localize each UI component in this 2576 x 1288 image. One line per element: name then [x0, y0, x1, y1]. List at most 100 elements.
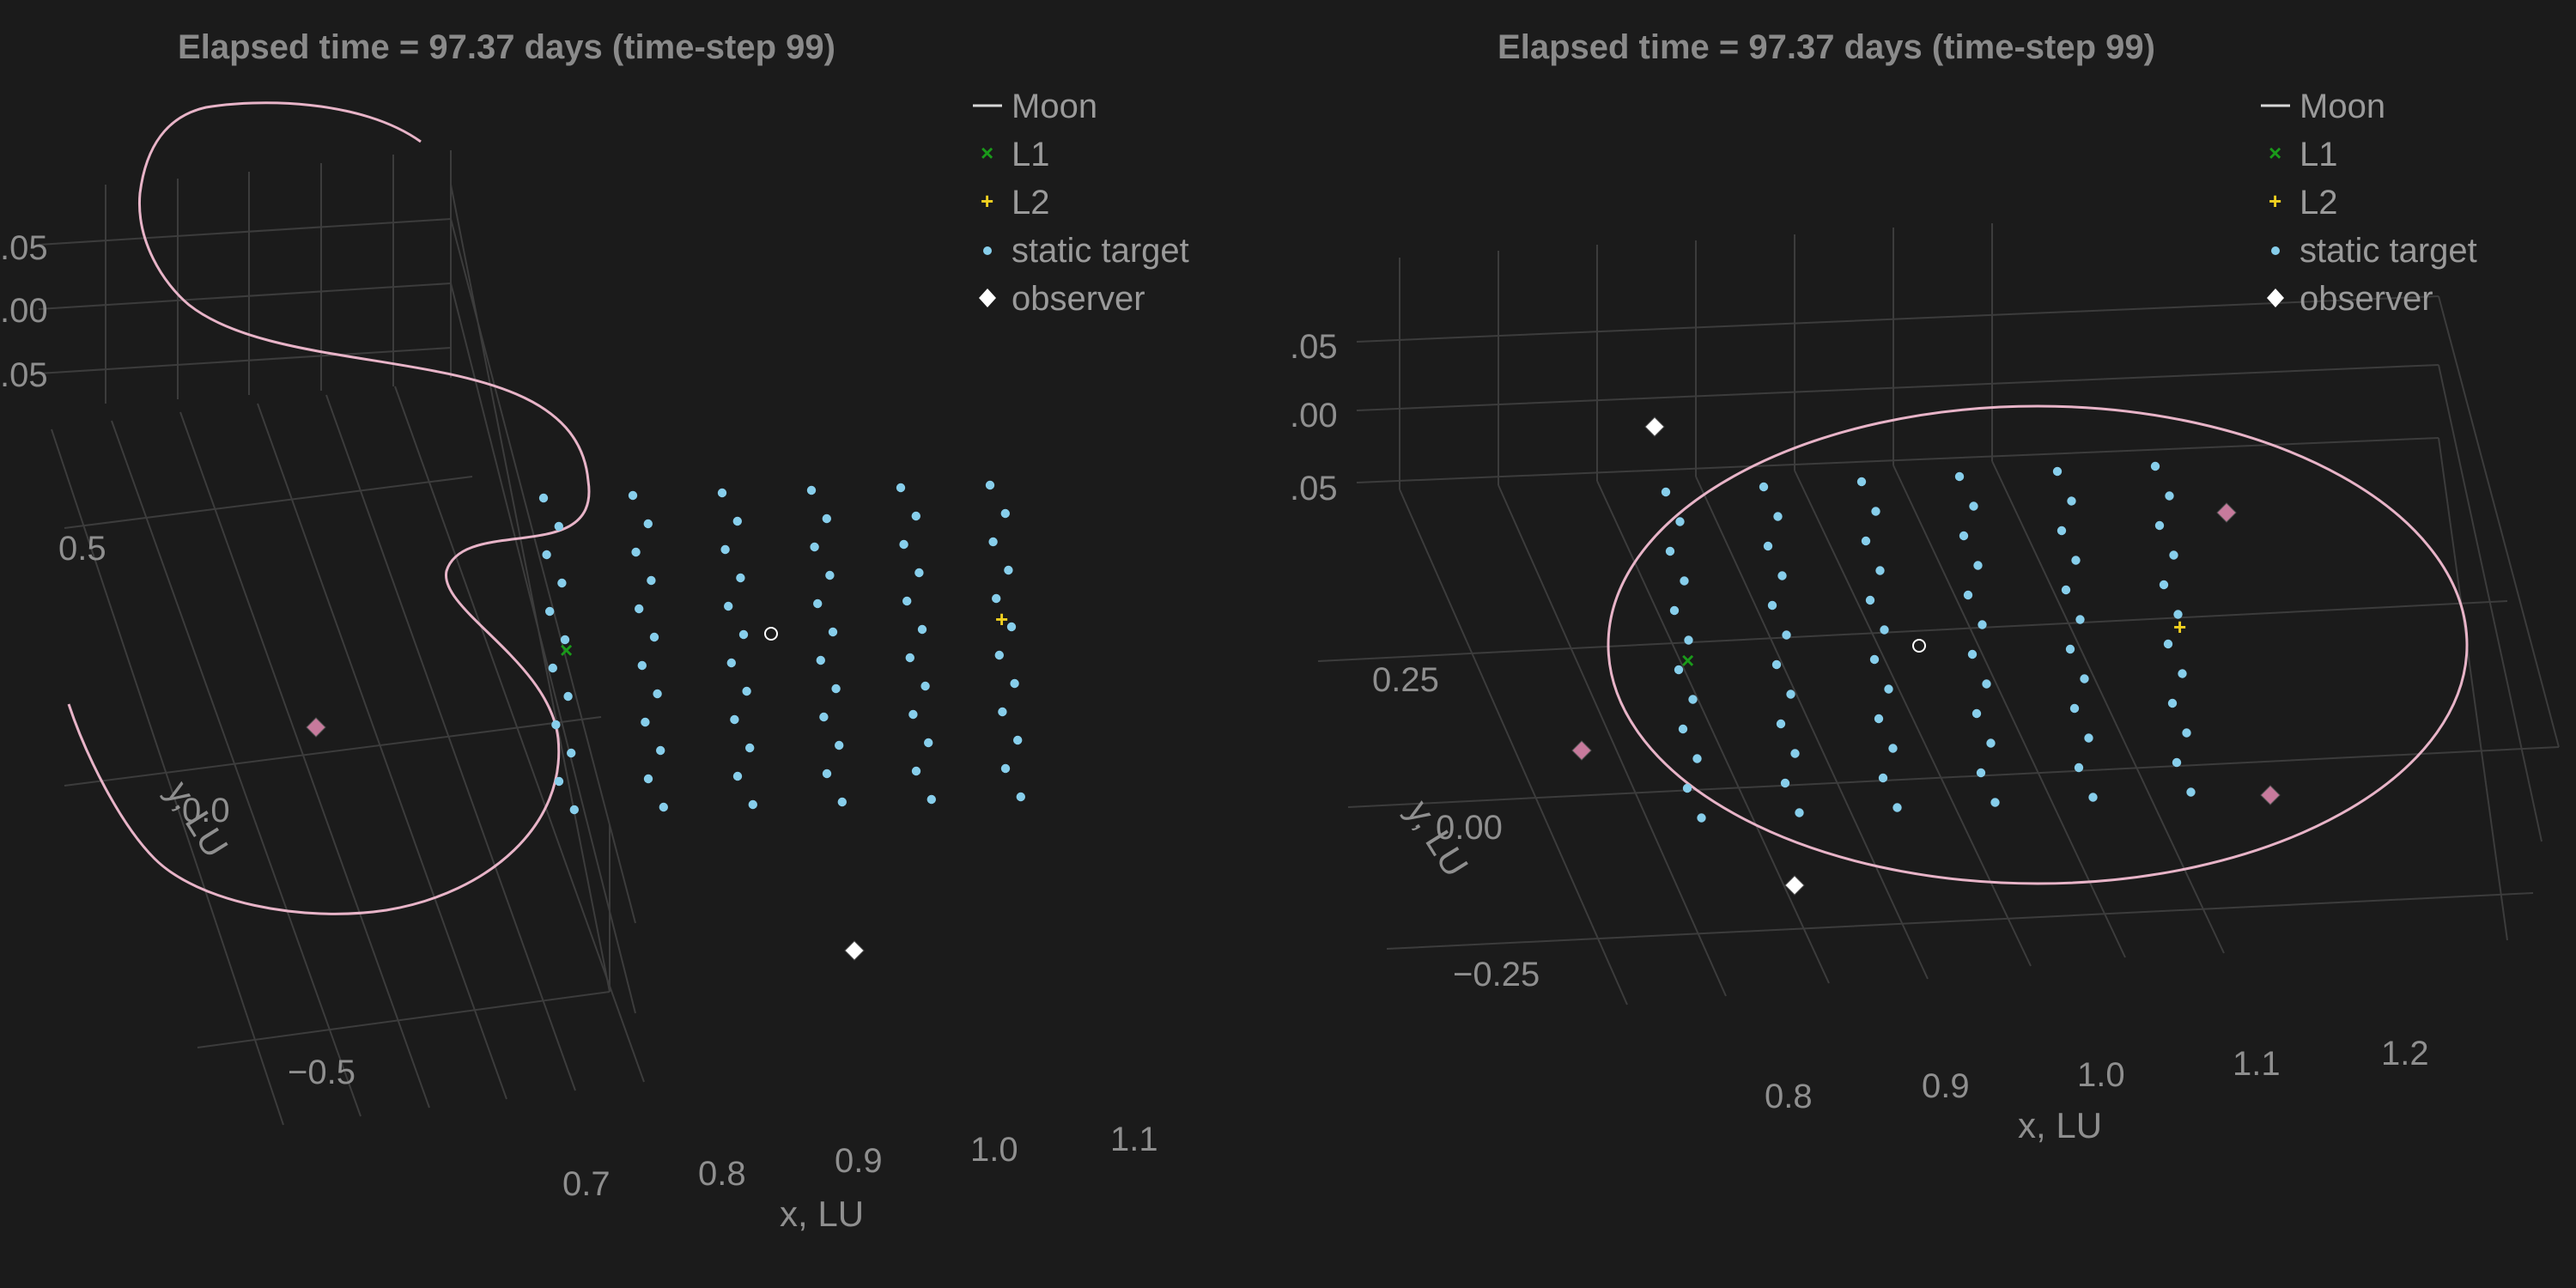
target-point: [914, 568, 924, 578]
target-point: [545, 606, 555, 617]
target-point: [2182, 728, 2191, 738]
target-point: [1874, 714, 1884, 724]
target-point: [2065, 644, 2075, 654]
target-point: [896, 483, 906, 493]
target-point: [1856, 477, 1867, 487]
x-tick-left-0.9: 0.9: [835, 1142, 883, 1180]
target-point: [653, 689, 662, 699]
target-point: [1871, 507, 1880, 516]
target-point: [911, 766, 921, 776]
target-point: [554, 776, 564, 787]
specials-right: ×+: [1571, 416, 2281, 896]
target-point: [1893, 803, 1902, 812]
target-point: [724, 601, 733, 611]
target-point: [1878, 773, 1888, 783]
target-point: [920, 681, 930, 691]
legend-l2-plus-icon: +: [2269, 188, 2281, 214]
x-tick-left-1.1: 1.1: [1110, 1121, 1158, 1158]
legend-moon-label: Moon: [1012, 88, 1097, 125]
target-point: [2169, 550, 2178, 560]
target-point: [992, 593, 1001, 604]
l1-marker: ×: [1681, 647, 1694, 673]
target-point: [2172, 757, 2182, 768]
legend-observer-label: observer: [2300, 280, 2433, 318]
legend-l1-label: L1: [1012, 136, 1050, 173]
target-point: [1773, 512, 1783, 521]
x-tick-right-1.0: 1.0: [2077, 1056, 2125, 1094]
target-point: [994, 650, 1005, 660]
target-point: [643, 774, 653, 784]
target-point: [816, 655, 825, 665]
target-point: [1990, 798, 2000, 807]
target-point: [835, 740, 844, 750]
legend-target-label: static target: [2300, 232, 2477, 270]
observer-marker: [306, 717, 326, 738]
plot-left: Elapsed time = 97.37 days (time-step 99)…: [0, 28, 1189, 1234]
target-point: [806, 485, 817, 495]
target-point: [1776, 719, 1786, 729]
target-point: [1777, 571, 1787, 580]
target-point: [1000, 508, 1011, 519]
target-point: [1692, 754, 1702, 763]
target-point: [647, 575, 656, 586]
y-tick-right-0.00: 0.00: [1436, 809, 1503, 847]
x-axis-label-left: x, LU: [780, 1194, 864, 1234]
target-point: [2165, 491, 2174, 501]
target-point: [726, 658, 736, 668]
target-point: [1767, 600, 1777, 611]
target-point: [2061, 585, 2071, 595]
observer-marker: [1644, 416, 1665, 437]
target-point: [656, 745, 665, 756]
target-point: [1665, 546, 1675, 556]
x-tick-right-1.1: 1.1: [2233, 1045, 2281, 1083]
target-point: [742, 686, 751, 696]
target-point: [2084, 733, 2093, 743]
target-point: [551, 720, 561, 730]
target-point: [1004, 565, 1013, 575]
target-point: [2186, 787, 2196, 797]
target-point: [1771, 659, 1782, 670]
target-point: [554, 521, 563, 532]
target-point: [813, 598, 823, 609]
target-point: [2080, 674, 2089, 683]
target-point: [563, 691, 573, 702]
y-tick-left-neg0.5: −0.5: [288, 1054, 355, 1091]
target-point: [985, 480, 995, 490]
target-point: [2163, 639, 2173, 649]
target-point: [2173, 610, 2183, 619]
target-point: [1795, 808, 1804, 817]
target-point: [917, 624, 927, 635]
target-point: [2150, 461, 2160, 471]
target-point: [1790, 749, 1800, 758]
target-point: [837, 797, 847, 807]
target-point: [1880, 625, 1889, 635]
target-point: [720, 544, 730, 555]
grid-left: [38, 150, 645, 1126]
legend-l1-x-icon: ×: [2269, 140, 2281, 166]
observer-marker: [844, 940, 865, 961]
target-point: [2167, 698, 2178, 708]
target-point: [1884, 684, 1893, 694]
target-point: [659, 802, 668, 812]
specials-left: ×+: [306, 606, 1008, 961]
target-point: [1971, 708, 1982, 719]
observer-marker: [2260, 785, 2281, 805]
y-tick-left-0.5: 0.5: [58, 530, 106, 568]
target-point: [902, 596, 912, 606]
target-point: [641, 717, 650, 727]
target-point: [2178, 669, 2187, 678]
legend-l2-label: L2: [2300, 184, 2338, 222]
z-tick-left-1: .05: [0, 229, 48, 267]
target-point: [560, 635, 570, 645]
target-point: [567, 748, 576, 758]
target-point: [2067, 496, 2076, 506]
target-point: [1684, 635, 1693, 645]
target-point: [924, 738, 933, 748]
moon-marker: [764, 627, 778, 641]
target-point: [1674, 665, 1684, 675]
plot-right-svg: Elapsed time = 97.37 days (time-step 99)…: [1290, 28, 2560, 1145]
target-point: [2159, 580, 2169, 590]
observer-marker: [1571, 740, 1592, 761]
target-point: [1013, 735, 1023, 745]
target-point: [548, 663, 557, 673]
